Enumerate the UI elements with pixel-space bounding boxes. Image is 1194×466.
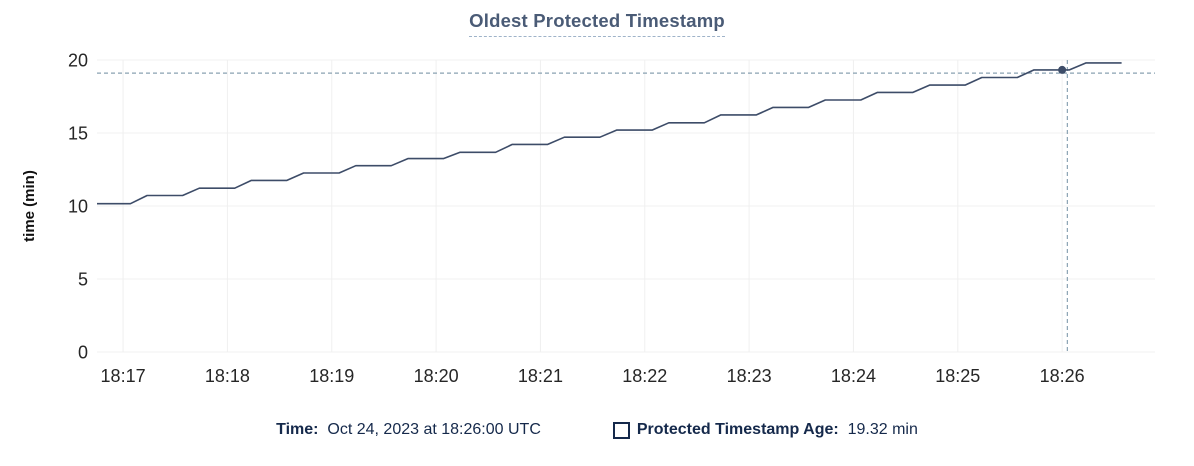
- legend-time-group: Time: Oct 24, 2023 at 18:26:00 UTC: [276, 421, 541, 439]
- x-tick-label: 18:19: [309, 366, 354, 386]
- legend-time-value: Oct 24, 2023 at 18:26:00 UTC: [327, 421, 541, 438]
- hover-point-marker: [1058, 65, 1067, 74]
- y-tick-label: 10: [68, 197, 88, 217]
- x-tick-label: 18:17: [101, 366, 146, 386]
- x-tick-label: 18:23: [727, 366, 772, 386]
- legend-series-value: 19.32 min: [847, 421, 918, 438]
- y-tick-label: 15: [68, 124, 88, 144]
- x-tick-label: 18:21: [518, 366, 563, 386]
- x-tick-label: 18:18: [205, 366, 250, 386]
- y-tick-label: 5: [78, 270, 88, 290]
- x-tick-label: 18:26: [1040, 366, 1085, 386]
- chart-legend: Time: Oct 24, 2023 at 18:26:00 UTC Prote…: [0, 421, 1194, 439]
- series-checkbox-icon[interactable]: [612, 421, 630, 439]
- x-tick-label: 18:25: [935, 366, 980, 386]
- chart-title[interactable]: Oldest Protected Timestamp: [469, 10, 725, 37]
- legend-series-label: Protected Timestamp Age:: [636, 421, 839, 438]
- x-tick-label: 18:24: [831, 366, 876, 386]
- x-tick-label: 18:22: [622, 366, 667, 386]
- legend-time-label: Time:: [276, 421, 319, 438]
- y-axis-title: time (min): [21, 170, 38, 242]
- chart-title-row: Oldest Protected Timestamp: [0, 10, 1194, 37]
- legend-series-toggle[interactable]: Protected Timestamp Age: 19.32 min: [612, 421, 918, 439]
- x-tick-label: 18:20: [414, 366, 459, 386]
- y-tick-label: 20: [68, 51, 88, 71]
- series-line-protected-timestamp-age: [97, 62, 1122, 205]
- line-chart-plot-area[interactable]: 0 5 10 15 20 18:17 18:18 18:19 18:20 18:21 18:22 18…: [0, 0, 1194, 402]
- y-tick-label: 0: [78, 343, 88, 363]
